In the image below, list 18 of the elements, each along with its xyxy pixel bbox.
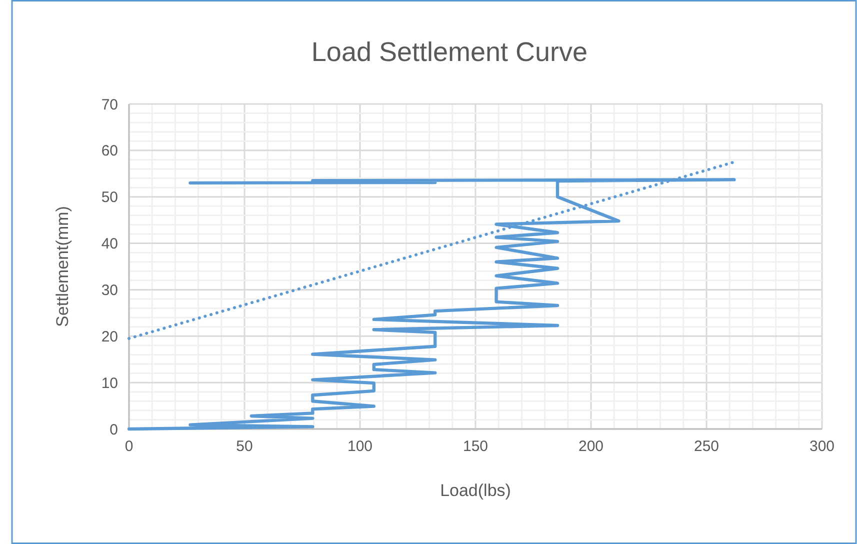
- x-tick-label: 50: [236, 438, 253, 455]
- x-tick-label: 200: [578, 438, 604, 455]
- y-tick-label: 0: [110, 421, 118, 438]
- y-tick-label: 30: [101, 282, 118, 299]
- chart-title: Load Settlement Curve: [311, 37, 588, 67]
- y-tick-label: 60: [101, 142, 118, 160]
- x-axis-title: Load(lbs): [440, 481, 511, 500]
- y-tick-label: 50: [101, 189, 118, 206]
- x-tick-label: 300: [809, 438, 835, 455]
- y-tick-label: 20: [101, 328, 118, 346]
- x-tick-label: 250: [694, 438, 720, 455]
- x-tick-label: 0: [124, 438, 134, 455]
- x-tick-label: 100: [347, 438, 373, 455]
- y-tick-label: 70: [101, 96, 118, 114]
- y-axis-title: Settlement(mm): [53, 206, 72, 327]
- x-tick-label: 150: [462, 438, 488, 455]
- y-tick-label: 40: [101, 236, 118, 253]
- y-tick-label: 10: [101, 374, 118, 392]
